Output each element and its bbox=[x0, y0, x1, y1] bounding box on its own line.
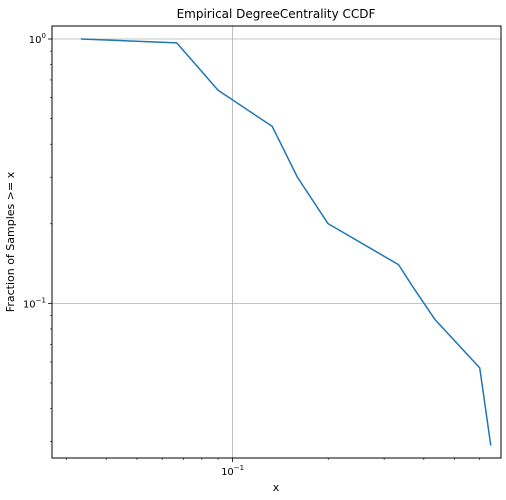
y-tick-base: 10 bbox=[29, 35, 42, 46]
x-tick-base: 10 bbox=[221, 467, 234, 478]
y-tick-label: 10−1 bbox=[23, 296, 46, 310]
x-tick-label: 10−1 bbox=[221, 464, 244, 478]
grid-layer bbox=[52, 26, 501, 458]
plot-frame bbox=[51, 25, 502, 459]
minor-ticks bbox=[50, 50, 481, 460]
x-axis-label: x bbox=[273, 481, 280, 494]
y-axis-label: Fraction of Samples >= x bbox=[4, 171, 17, 312]
x-tick-labels: 10−1 bbox=[221, 458, 244, 478]
y-tick-exponent: −1 bbox=[36, 296, 46, 304]
y-tick-label: 100 bbox=[29, 32, 46, 46]
y-tick-base: 10 bbox=[23, 299, 36, 310]
chart-title: Empirical DegreeCentrality CCDF bbox=[177, 7, 376, 21]
y-tick-exponent: 0 bbox=[42, 32, 46, 40]
plot-series bbox=[80, 38, 492, 446]
x-tick-exponent: −1 bbox=[234, 464, 244, 472]
ccdf-line bbox=[80, 38, 492, 446]
